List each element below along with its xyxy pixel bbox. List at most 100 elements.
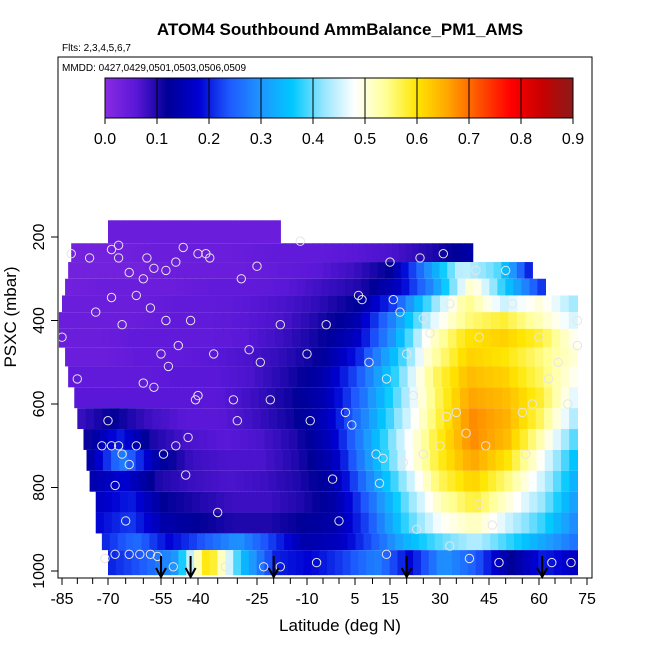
plot-area [57,220,583,580]
heatmap-cell [257,220,261,244]
heatmap-cell [119,512,129,534]
heatmap-cell [231,243,240,263]
heatmap-cell [107,347,117,367]
heatmap-cell [151,512,161,534]
heatmap-cell [392,512,402,534]
heatmap-cell [369,408,378,430]
x-tick-label: -70 [96,591,119,608]
heatmap-cell [194,220,198,244]
heatmap-cell [433,278,442,296]
heatmap-cell [86,449,96,471]
data-point [171,257,181,267]
heatmap-cell [280,366,290,388]
heatmap-cell [537,491,546,513]
heatmap-cell [138,470,148,492]
data-point [507,299,517,309]
heatmap-cell [291,449,300,471]
profile-arrow-head [155,567,167,580]
heatmap-cell [336,295,347,313]
heatmap-cell [284,533,293,551]
heatmap-cell [384,491,394,513]
heatmap-cell [254,366,264,388]
heatmap-cell [176,220,181,244]
heatmap-cell [214,328,224,348]
heatmap-cell [569,387,578,409]
heatmap-cell [76,328,86,348]
heatmap-cell [381,347,391,367]
heatmap-cell [147,550,156,576]
heatmap-cell [305,429,315,450]
profile-arrow-head [400,567,413,580]
heatmap-cell [89,470,99,492]
data-point [572,340,583,351]
heatmap-cell [442,533,452,551]
heatmap-cell [440,512,450,534]
heatmap-cell [359,387,369,409]
heatmap-cell [317,470,326,492]
heatmap-cell [99,262,108,279]
heatmap-cell [237,220,241,244]
heatmap-cell [509,347,519,367]
heatmap-cell [463,470,473,492]
heatmap-cell [342,387,352,409]
heatmap-cell [245,220,250,244]
heatmap-cell [119,491,129,513]
heatmap-cell [125,220,129,244]
heatmap-cell [530,550,539,576]
heatmap-cell [179,220,184,244]
heatmap-cell [252,408,262,430]
heatmap-cell [473,312,483,329]
heatmap-cell [485,262,495,279]
heatmap-cell [91,243,99,263]
data-point [381,549,392,559]
heatmap-cell [371,295,381,313]
heatmap-cell [376,491,386,513]
heatmap-cell [526,366,536,388]
heatmap-cell [264,512,273,534]
heatmap-cell [323,262,332,279]
heatmap-cell [174,220,178,244]
heatmap-cell [336,491,346,513]
heatmap-cell [460,550,469,576]
heatmap-cell [258,449,268,471]
heatmap-cell [379,295,390,313]
heatmap-cell [177,278,186,296]
heatmap-cell [158,243,166,263]
heatmap-cell [283,387,293,409]
heatmap-cell [379,533,388,551]
heatmap-cell [81,278,90,296]
heatmap-cell [503,429,513,450]
heatmap-cell [90,347,100,367]
heatmap-cell [330,429,340,450]
heatmap-cell [127,512,137,534]
heatmap-cell [537,278,546,296]
heatmap-cell [568,347,578,367]
heatmap-cell [234,220,238,244]
heatmap-cell [364,449,374,471]
heatmap-cell [545,512,554,534]
heatmap-cell [241,387,251,409]
data-point [461,428,471,438]
heatmap-cell [272,550,281,576]
heatmap-cell [315,449,325,471]
heatmap-cell [542,328,553,348]
heatmap-cell [311,295,321,313]
heatmap-cell [199,262,208,279]
heatmap-cell [311,550,320,576]
heatmap-cell [355,533,365,551]
heatmap-cell [205,243,213,263]
heatmap-cell [278,243,286,263]
heatmap-cell [116,220,121,244]
heatmap-cell [536,449,546,471]
heatmap-cell [209,550,219,576]
data-point [142,253,152,263]
heatmap-cell [482,295,493,313]
data-point [364,357,374,367]
heatmap-cell [122,295,132,313]
heatmap-cell [108,220,112,244]
heatmap-cell [177,408,187,430]
heatmap-cell [217,278,226,296]
heatmap-cell [529,533,539,551]
heatmap-cell [192,491,201,513]
